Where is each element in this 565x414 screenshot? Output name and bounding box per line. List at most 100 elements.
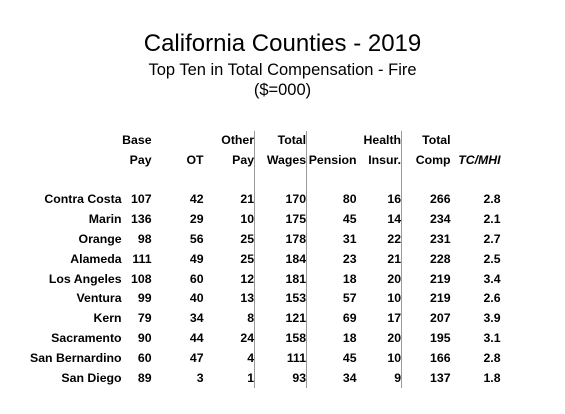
- value-cell: 219: [401, 269, 451, 290]
- table-row: Contra Costa 107 42 21 170 80 16 266 2.8: [30, 190, 501, 211]
- value-cell: 2.8: [483, 350, 501, 365]
- table-row: San Diego 89 3 1 93 34 9 137 1.8: [30, 368, 501, 389]
- county-name: Sacramento: [51, 330, 122, 345]
- county-name: San Diego: [61, 370, 122, 385]
- value-cell: 60: [137, 350, 152, 365]
- table-row: Ventura 99 40 13 153 57 10 219 2.6: [30, 289, 501, 310]
- value-cell: 195: [401, 328, 451, 349]
- value-cell: 13: [240, 291, 255, 306]
- value-cell: 111: [254, 348, 307, 369]
- header-bottom-cell: Pay: [232, 152, 255, 167]
- value-cell: 1.8: [483, 370, 501, 385]
- header-bottom-cell: Pay: [129, 152, 152, 167]
- spacer-row: [30, 170, 501, 191]
- value-cell: 175: [254, 210, 307, 230]
- spacer-cell: [122, 171, 152, 191]
- value-cell: 184: [254, 249, 307, 270]
- value-cell: 98: [137, 231, 152, 246]
- value-cell: 34: [306, 368, 357, 389]
- value-cell: 18: [306, 328, 357, 349]
- value-cell: 12: [240, 271, 255, 286]
- header-bottom-cell: Insur.: [368, 152, 402, 167]
- table-row: Los Angeles 108 60 12 181 18 20 219 3.4: [30, 269, 501, 290]
- value-cell: 80: [306, 190, 357, 211]
- chart-title: California Counties - 2019: [143, 30, 422, 57]
- value-cell: 79: [137, 311, 152, 326]
- value-cell: 153: [254, 289, 307, 310]
- value-cell: 228: [401, 249, 451, 270]
- value-cell: 3: [196, 370, 204, 385]
- header-bottom-cell: TC/MHI: [458, 152, 501, 167]
- value-cell: 29: [189, 212, 204, 227]
- value-cell: 4: [247, 350, 255, 365]
- county-name: Ventura: [76, 291, 122, 306]
- value-cell: 23: [306, 249, 357, 270]
- spacer-cell: [451, 171, 501, 191]
- spacer-cell: [357, 171, 402, 191]
- spacer-cell: [306, 170, 357, 191]
- units-note: ($=000): [253, 81, 312, 99]
- value-cell: 266: [401, 190, 451, 211]
- table-row: San Bernardino 60 47 4 111 45 10 166 2.8: [30, 348, 501, 369]
- value-cell: 3.9: [483, 311, 501, 326]
- value-cell: 31: [306, 229, 357, 250]
- header-top-cell: Total: [254, 131, 307, 151]
- value-cell: 25: [240, 251, 255, 266]
- value-cell: 18: [306, 269, 357, 290]
- county-name: Kern: [93, 311, 122, 326]
- value-cell: 2.7: [483, 231, 501, 246]
- value-cell: 14: [387, 212, 402, 227]
- table-row: Alameda 111 49 25 184 23 21 228 2.5: [30, 249, 501, 270]
- compensation-table: Base Other Total Health Total Pay OT Pay…: [30, 131, 501, 389]
- value-cell: 10: [387, 350, 402, 365]
- header-top-cell: [306, 131, 357, 151]
- header-bottom-cell: OT: [186, 152, 204, 167]
- value-cell: 99: [137, 291, 152, 306]
- county-name: Contra Costa: [44, 192, 122, 207]
- value-cell: 231: [401, 229, 451, 250]
- county-name: Orange: [78, 231, 122, 246]
- header-row-bottom: Pay OT Pay Wages Pension Insur. Comp TC/…: [30, 150, 501, 171]
- value-cell: 111: [132, 251, 152, 266]
- value-cell: 25: [240, 231, 255, 246]
- value-cell: 16: [387, 192, 402, 207]
- value-cell: 20: [387, 330, 402, 345]
- value-cell: 1: [247, 370, 255, 385]
- value-cell: 3.4: [483, 271, 501, 286]
- value-cell: 90: [137, 330, 152, 345]
- value-cell: 89: [137, 370, 152, 385]
- value-cell: 22: [387, 231, 402, 246]
- value-cell: 170: [254, 190, 307, 211]
- header-top-cell: Health: [363, 133, 402, 147]
- value-cell: 20: [387, 271, 402, 286]
- header-top-cell: [451, 131, 501, 151]
- value-cell: 45: [306, 348, 357, 369]
- value-cell: 136: [131, 212, 152, 227]
- value-cell: 42: [189, 192, 204, 207]
- value-cell: 47: [189, 350, 204, 365]
- value-cell: 21: [240, 192, 255, 207]
- value-cell: 2.6: [483, 291, 501, 306]
- table-row: Marin 136 29 10 175 45 14 234 2.1: [30, 210, 501, 230]
- value-cell: 234: [401, 210, 451, 230]
- value-cell: 2.1: [483, 212, 501, 227]
- value-cell: 69: [306, 309, 357, 329]
- county-name: Los Angeles: [48, 271, 122, 286]
- value-cell: 10: [387, 291, 402, 306]
- header-blank: [30, 151, 122, 171]
- value-cell: 56: [189, 231, 204, 246]
- value-cell: 219: [401, 289, 451, 310]
- header-top-cell: Other: [221, 133, 255, 147]
- header-top-cell: Base: [122, 133, 152, 147]
- county-name: Alameda: [70, 251, 122, 266]
- value-cell: 21: [387, 251, 402, 266]
- table-body: Contra Costa 107 42 21 170 80 16 266 2.8 Marin 136…: [30, 170, 501, 389]
- value-cell: 108: [131, 271, 152, 286]
- value-cell: 49: [189, 251, 204, 266]
- value-cell: 3.1: [483, 330, 501, 345]
- spacer-cell: [401, 170, 451, 191]
- value-cell: 178: [254, 229, 307, 250]
- header-bottom-cell: Comp: [401, 150, 451, 171]
- value-cell: 181: [254, 269, 307, 290]
- value-cell: 137: [401, 368, 451, 389]
